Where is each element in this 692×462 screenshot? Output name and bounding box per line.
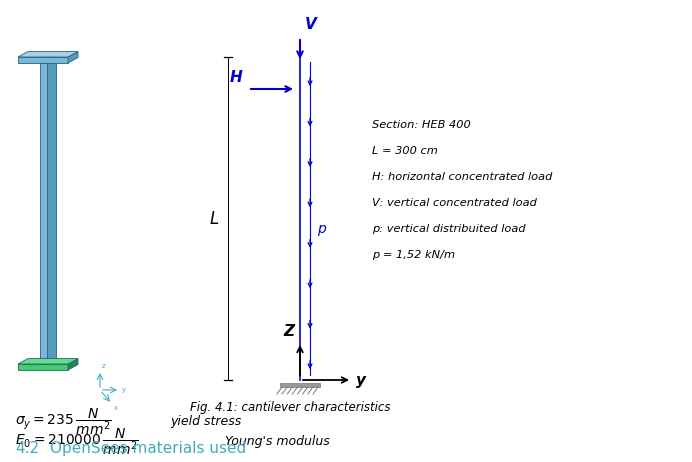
Polygon shape — [68, 359, 78, 370]
Polygon shape — [18, 51, 78, 57]
Text: p: vertical distribuited load: p: vertical distribuited load — [372, 224, 526, 234]
Text: x: x — [114, 405, 118, 411]
Polygon shape — [18, 359, 78, 364]
Bar — [39, 63, 46, 364]
Text: p = 1,52 kN/m: p = 1,52 kN/m — [372, 250, 455, 260]
Text: V: V — [305, 17, 317, 32]
Text: OpenSees materials used: OpenSees materials used — [50, 441, 246, 456]
Bar — [280, 383, 320, 387]
Text: yield stress: yield stress — [170, 415, 242, 428]
Text: Z: Z — [283, 324, 294, 339]
Polygon shape — [68, 51, 78, 63]
Bar — [18, 57, 68, 63]
Text: H: horizontal concentrated load: H: horizontal concentrated load — [372, 172, 552, 182]
Text: V: vertical concentrated load: V: vertical concentrated load — [372, 198, 537, 208]
Polygon shape — [46, 57, 57, 364]
Text: H: H — [229, 70, 242, 85]
Text: y: y — [356, 372, 366, 388]
Text: $E_0 = 210000\,\dfrac{N}{mm^2}$: $E_0 = 210000\,\dfrac{N}{mm^2}$ — [15, 426, 139, 457]
Text: y: y — [122, 387, 126, 393]
Text: 4.2: 4.2 — [15, 441, 39, 456]
Text: z: z — [102, 363, 106, 369]
Bar — [18, 364, 68, 370]
Text: L: L — [210, 209, 219, 227]
Text: Fig. 4.1: cantilever characteristics: Fig. 4.1: cantilever characteristics — [190, 401, 390, 413]
Text: Young's modulus: Young's modulus — [225, 436, 330, 449]
Text: Section: HEB 400: Section: HEB 400 — [372, 120, 471, 130]
Text: $\sigma_y = 235\,\dfrac{N}{mm^2}$: $\sigma_y = 235\,\dfrac{N}{mm^2}$ — [15, 407, 112, 438]
Text: p: p — [317, 221, 326, 236]
Text: L = 300 cm: L = 300 cm — [372, 146, 438, 156]
